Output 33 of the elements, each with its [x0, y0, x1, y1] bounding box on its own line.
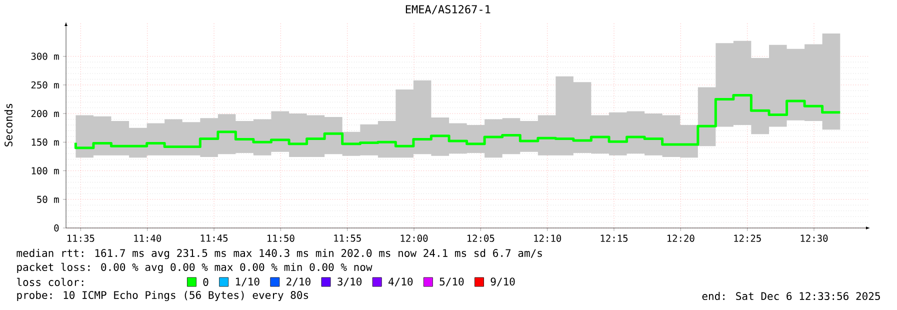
- legend-label: 1/10: [236, 278, 260, 286]
- y-tick-label: 0: [54, 224, 59, 232]
- x-tick-label: 11:35: [68, 234, 94, 242]
- text: end: Sat Dec 6 12:33:56 2025: [702, 292, 880, 300]
- legend-title: loss color:: [17, 278, 84, 286]
- legend-label: 0: [203, 278, 208, 286]
- x-tick-label: 12:15: [600, 234, 628, 242]
- x-tick-label: 12:25: [734, 234, 761, 242]
- legend-label: 5/10: [440, 278, 464, 286]
- y-tick-label: 50 m: [37, 196, 59, 203]
- chart-title: EMEA/AS1267-1: [406, 5, 490, 14]
- x-tick-label: 11:40: [134, 234, 162, 242]
- legend-label: 9/10: [490, 278, 515, 286]
- y-tick-label: 150 m: [32, 138, 59, 146]
- y-tick-label: 250 m: [31, 81, 59, 89]
- text: packet loss: 0.00 % avg 0.00 % max 0.00 % min 0.00 % now: [17, 262, 372, 274]
- x-tick-label: 12:30: [800, 234, 828, 242]
- x-tick-label: 12:20: [667, 234, 694, 242]
- y-tick-label: 200 m: [31, 110, 59, 118]
- x-tick-label: 11:55: [334, 234, 361, 242]
- x-tick-label: 11:45: [200, 234, 228, 242]
- legend-label: 3/10: [338, 278, 362, 286]
- text: probe: 10 ICMP Echo Pings (56 Bytes) every 80s: [17, 290, 308, 302]
- y-tick-label: 100 m: [32, 167, 59, 174]
- y-axis-title: Seconds: [4, 104, 12, 146]
- legend-label: 4/10: [388, 278, 413, 286]
- x-tick-label: 12:05: [467, 234, 494, 242]
- x-tick-label: 11:50: [267, 234, 294, 242]
- x-tick-label: 12:10: [534, 234, 562, 242]
- x-tick-label: 12:00: [400, 234, 428, 242]
- text: median rtt: 161.7 ms avg 231.5 ms max 140.3 ms min 202.0 ms now 24.1 ms sd 6.7 am/s: [16, 248, 542, 260]
- y-tick-label: 300 m: [31, 52, 59, 60]
- legend-label: 2/10: [286, 278, 310, 286]
